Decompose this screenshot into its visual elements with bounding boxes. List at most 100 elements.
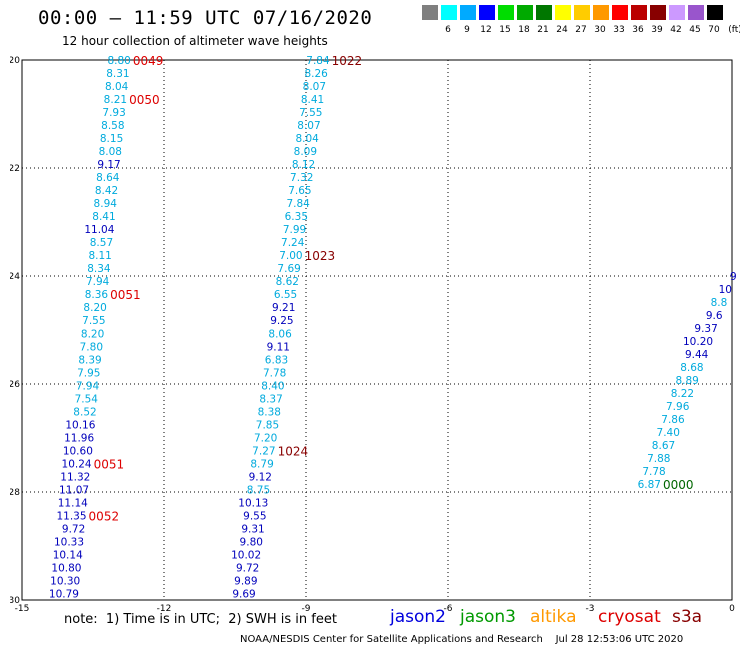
wave-height-value: 11.32 xyxy=(60,471,90,483)
legend-swatch xyxy=(631,5,647,20)
wave-height-value: 10.13 xyxy=(238,497,268,509)
wave-height-value: 7.85 xyxy=(256,419,279,431)
wave-height-value: 10 xyxy=(719,284,732,296)
wave-height-value: 10.24 xyxy=(62,458,92,470)
legend-swatch xyxy=(612,5,628,20)
lat-tick-label: -28 xyxy=(10,488,20,498)
wave-height-value: 9.6 xyxy=(706,310,723,322)
wave-height-value: 9.25 xyxy=(270,315,293,327)
wave-height-value: 10.79 xyxy=(49,588,79,600)
lat-tick-label: -20 xyxy=(10,56,20,66)
wave-height-value: 10.02 xyxy=(231,549,261,561)
wave-height-value: 8.15 xyxy=(100,133,123,145)
satellite-label-altika: altika xyxy=(530,607,577,627)
wave-height-value: 8.09 xyxy=(294,146,317,158)
wave-height-value: 8.89 xyxy=(675,375,698,387)
wave-height-value: 7.54 xyxy=(75,393,99,405)
legend-label: 12 xyxy=(480,25,492,35)
wave-height-value: 8.07 xyxy=(297,120,320,132)
lon-tick-label: -9 xyxy=(302,604,311,614)
wave-height-value: 8.41 xyxy=(92,211,115,223)
wave-height-value: 10.20 xyxy=(683,336,713,348)
wave-height-value: 7.84 xyxy=(306,55,330,67)
legend-label: 33 xyxy=(613,25,625,35)
lon-tick-label: 0 xyxy=(729,604,735,614)
wave-height-value: 7.55 xyxy=(82,315,105,327)
wave-height-value: 9.17 xyxy=(97,159,120,171)
wave-height-value: 11.30 xyxy=(48,602,78,614)
legend-label: 21 xyxy=(537,25,549,35)
wave-height-value: 9.72 xyxy=(62,523,85,535)
wave-height-value: 8.62 xyxy=(276,276,299,288)
wave-height-value: 8.40 xyxy=(261,380,284,392)
wave-height-value: 8.75 xyxy=(247,484,270,496)
map-frame xyxy=(21,59,733,601)
wave-height-value: 8.34 xyxy=(87,263,111,275)
wave-height-value: 9.31 xyxy=(241,523,264,535)
wave-height-value: 7.20 xyxy=(254,432,277,444)
wave-height-value: 11.35 xyxy=(56,510,86,522)
wave-height-value: 8.58 xyxy=(101,120,124,132)
legend-swatch xyxy=(460,5,476,20)
wave-height-value: 9.55 xyxy=(243,510,266,522)
wave-height-value: 8.06 xyxy=(268,328,292,340)
legend-label: 9 xyxy=(464,25,470,35)
wave-height-value: 7.86 xyxy=(661,414,685,426)
wave-height-value: 10.30 xyxy=(50,575,80,587)
wave-height-value: 10.14 xyxy=(53,549,83,561)
time-label: 0049 xyxy=(133,54,164,68)
legend-label: 36 xyxy=(632,25,644,35)
wave-height-value: 7.78 xyxy=(263,367,286,379)
wave-height-value: 6.87 xyxy=(638,479,661,491)
wave-height-value: 8.8 xyxy=(711,297,728,309)
wave-height-value: 8.22 xyxy=(671,388,694,400)
map-subtitle: 12 hour collection of altimeter wave hei… xyxy=(62,34,328,48)
wave-height-value: 9.21 xyxy=(272,302,295,314)
wave-height-value: 8.11 xyxy=(88,250,111,262)
wave-height-value: 8.52 xyxy=(73,406,96,418)
wave-height-value: 10.33 xyxy=(54,536,84,548)
wave-height-value: 10.60 xyxy=(63,445,93,457)
wave-height-value: 7.00 xyxy=(279,250,302,262)
map-title: 00:00 – 11:59 UTC 07/16/2020 xyxy=(38,7,373,29)
legend-label: 27 xyxy=(575,25,587,35)
legend-label: 39 xyxy=(651,25,663,35)
wave-height-value: 7.95 xyxy=(77,367,100,379)
wave-height-value: 7.32 xyxy=(290,172,313,184)
wave-height-value: 7.93 xyxy=(102,107,125,119)
legend-swatch xyxy=(498,5,514,20)
wave-height-value: 8.08 xyxy=(99,146,122,158)
wave-height-value: 8.57 xyxy=(90,237,113,249)
wave-height-value: 8.12 xyxy=(292,159,315,171)
wave-height-value: 8.41 xyxy=(301,94,324,106)
wave-height-map: -15-12-9-6-30-20-22-24-26-28-308.808.318… xyxy=(10,54,737,614)
wave-height-value: 7.99 xyxy=(283,224,306,236)
time-label: 1022 xyxy=(332,54,363,68)
wave-height-value: 8.20 xyxy=(83,302,106,314)
wave-height-value: 7.69 xyxy=(277,263,300,275)
legend-swatch xyxy=(422,5,438,20)
satellite-label-cryosat: cryosat xyxy=(598,607,661,627)
wave-height-value: 9.12 xyxy=(249,471,272,483)
legend-swatch xyxy=(650,5,666,20)
wave-height-value: 8.38 xyxy=(258,406,281,418)
lon-tick-label: -15 xyxy=(15,604,30,614)
satellite-label-s3a: s3a xyxy=(672,607,703,627)
lat-tick-label: -30 xyxy=(10,596,20,606)
wave-height-value: 8.36 xyxy=(85,289,109,301)
time-label: 0051 xyxy=(110,288,141,302)
lon-tick-label: -6 xyxy=(444,604,453,614)
wave-height-value: 9.44 xyxy=(685,349,709,361)
wave-height-value: 7.88 xyxy=(647,453,670,465)
legend-swatch xyxy=(593,5,609,20)
wave-height-value: 7.96 xyxy=(666,401,690,413)
wave-height-value: 7.94 xyxy=(86,276,110,288)
wave-height-value: 9 xyxy=(730,271,737,283)
wave-height-value: 8.42 xyxy=(95,185,118,197)
time-label: 1023 xyxy=(305,249,336,263)
legend-label: 18 xyxy=(518,25,530,35)
wave-height-value: 8.39 xyxy=(78,354,101,366)
wave-height-value: 8.80 xyxy=(107,55,130,67)
wave-height-value: 7.94 xyxy=(76,380,100,392)
time-label: 0052 xyxy=(89,509,120,523)
